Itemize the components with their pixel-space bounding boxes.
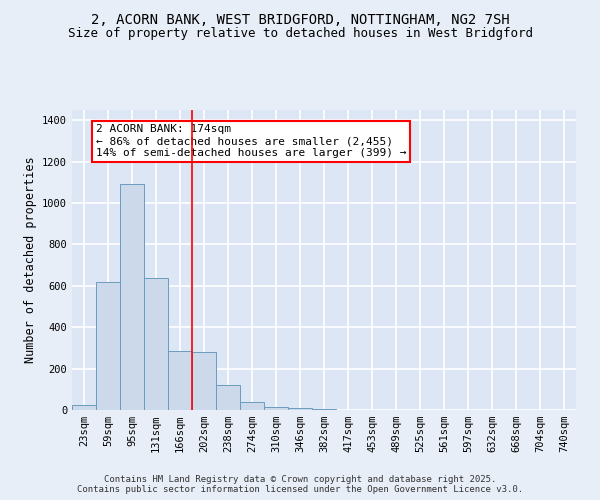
Bar bbox=[144, 278, 168, 410]
Bar bbox=[312, 409, 336, 410]
Bar bbox=[168, 351, 192, 410]
Bar bbox=[120, 184, 144, 410]
Bar bbox=[192, 352, 216, 410]
Bar bbox=[216, 385, 240, 410]
Bar bbox=[288, 408, 312, 410]
Text: 2, ACORN BANK, WEST BRIDGFORD, NOTTINGHAM, NG2 7SH: 2, ACORN BANK, WEST BRIDGFORD, NOTTINGHA… bbox=[91, 12, 509, 26]
Bar bbox=[96, 282, 120, 410]
Y-axis label: Number of detached properties: Number of detached properties bbox=[23, 156, 37, 364]
Bar bbox=[240, 402, 264, 410]
Text: 2 ACORN BANK: 174sqm
← 86% of detached houses are smaller (2,455)
14% of semi-de: 2 ACORN BANK: 174sqm ← 86% of detached h… bbox=[96, 124, 407, 158]
Text: Size of property relative to detached houses in West Bridgford: Size of property relative to detached ho… bbox=[67, 28, 533, 40]
Bar bbox=[72, 405, 96, 410]
Bar bbox=[264, 407, 288, 410]
Text: Contains HM Land Registry data © Crown copyright and database right 2025.
Contai: Contains HM Land Registry data © Crown c… bbox=[77, 474, 523, 494]
